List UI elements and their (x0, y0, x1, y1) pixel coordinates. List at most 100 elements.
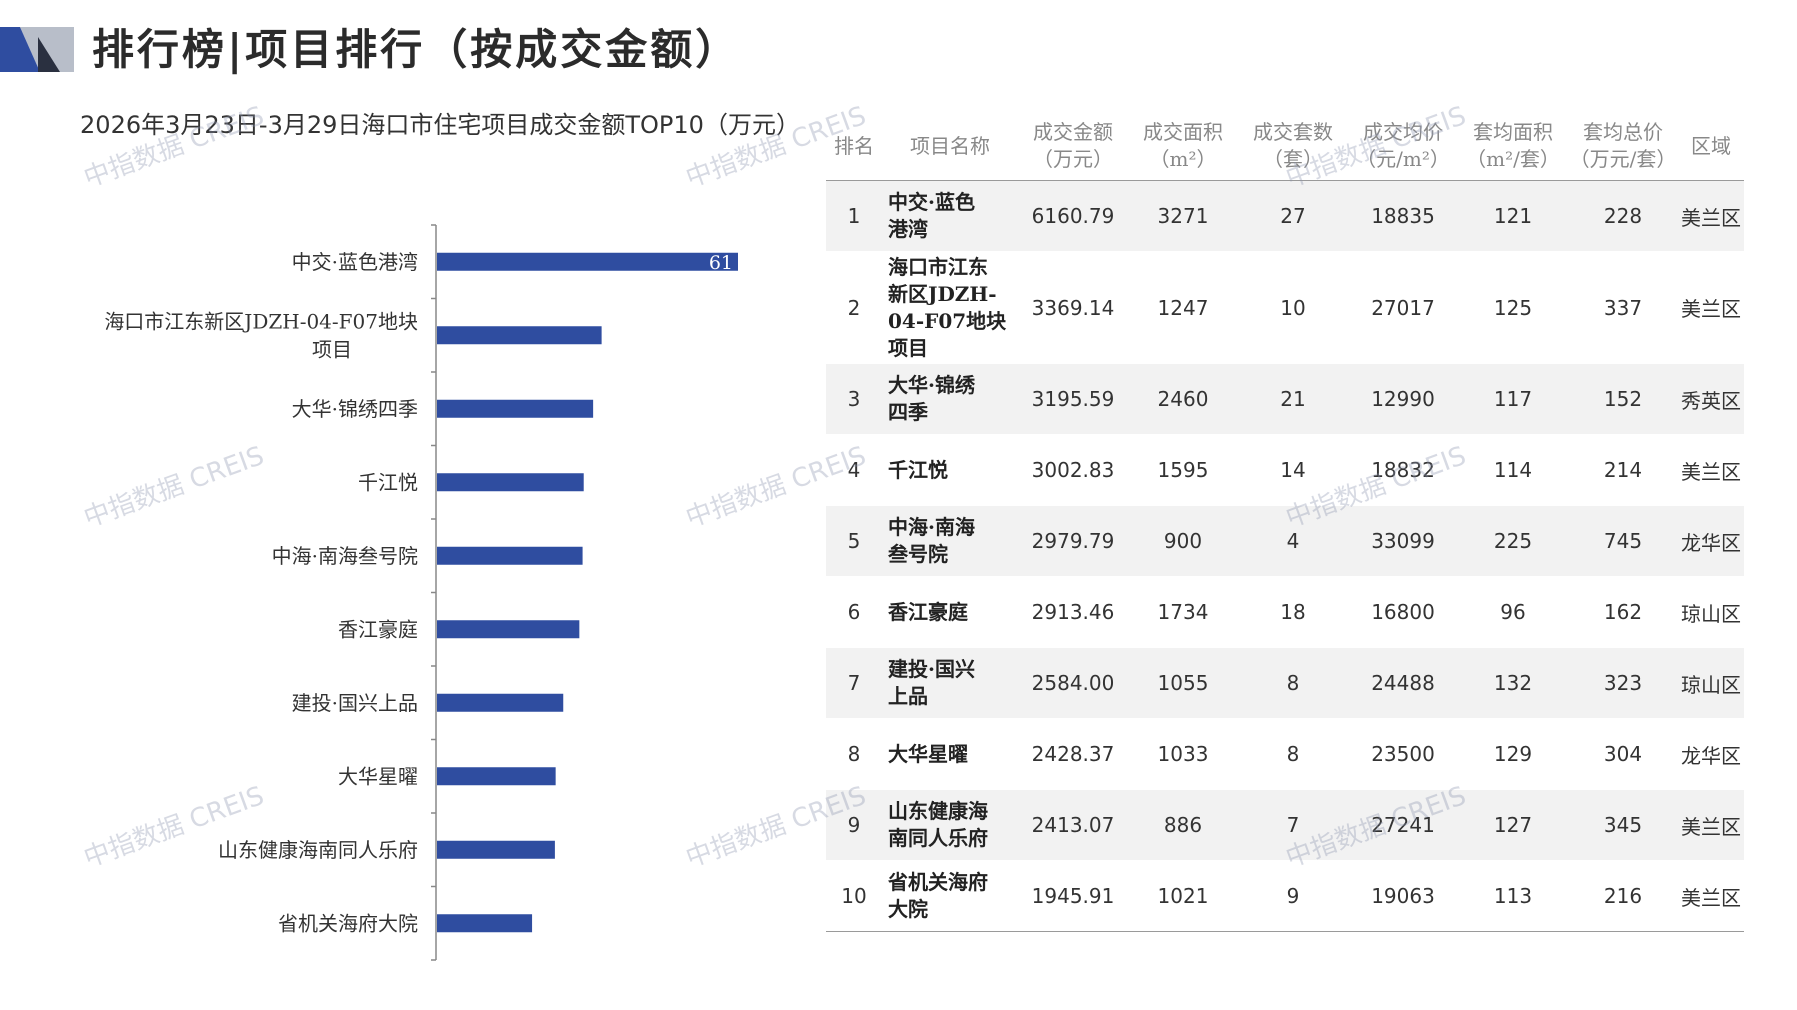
avg-price-cell: 18832 (1348, 434, 1458, 506)
area-cell: 1055 (1128, 647, 1238, 719)
data-label: 61 (709, 252, 733, 274)
rank-cell: 1 (826, 180, 882, 252)
district-cell: 秀英区 (1678, 363, 1744, 435)
area-cell: 1247 (1128, 251, 1238, 364)
area-cell: 3271 (1128, 180, 1238, 252)
rank-cell: 9 (826, 789, 882, 861)
district-cell: 美兰区 (1678, 251, 1744, 364)
column-header: 项目名称 (882, 112, 1018, 181)
avg-total-cell: 345 (1568, 789, 1678, 861)
table-row: 8 大华星曜 2428.37 1033 8 23500 129 304 龙华区 (826, 718, 1744, 790)
avg-total-cell: 323 (1568, 647, 1678, 719)
column-header: 区域 (1678, 112, 1744, 181)
area-cell: 1021 (1128, 860, 1238, 932)
table-row: 6 香江豪庭 2913.46 1734 18 16800 96 162 琼山区 (826, 576, 1744, 648)
amount-cell: 2584.00 (1018, 647, 1128, 719)
category-label: 中海·南海叁号院 (272, 544, 418, 568)
units-cell: 7 (1238, 789, 1348, 861)
logo-mid-shape (38, 37, 60, 72)
table-row: 2 海口市江东 新区JDZH- 04-F07地块 项目 3369.14 1247 10 2701… (826, 251, 1744, 364)
ranking-table: 排名 项目名称 成交金额 （万元） 成交面积 （m²） 成交套数 （套） 成交均价 （元/m²）套… (826, 112, 1744, 932)
project-name-cell: 大华·锦绣 四季 (882, 363, 1018, 435)
project-name-cell: 中海·南海 叁号院 (882, 505, 1018, 577)
column-header: 排名 (826, 112, 882, 181)
units-cell: 9 (1238, 860, 1348, 932)
avg-total-cell: 228 (1568, 180, 1678, 252)
category-label: 山东健康海南同人乐府 (218, 838, 418, 862)
amount-cell: 6160.79 (1018, 180, 1128, 252)
avg-area-cell: 117 (1458, 363, 1568, 435)
amount-cell: 3002.83 (1018, 434, 1128, 506)
area-cell: 1595 (1128, 434, 1238, 506)
amount-cell: 3195.59 (1018, 363, 1128, 435)
avg-price-cell: 27017 (1348, 251, 1458, 364)
avg-price-cell: 24488 (1348, 647, 1458, 719)
avg-price-cell: 18835 (1348, 180, 1458, 252)
avg-price-cell: 23500 (1348, 718, 1458, 790)
rank-cell: 7 (826, 647, 882, 719)
column-header: 套均总价 （万元/套） (1568, 112, 1678, 181)
project-name-cell: 建投·国兴 上品 (882, 647, 1018, 719)
category-label: 建投·国兴上品 (292, 691, 418, 715)
category-label: 大华·锦绣四季 (292, 397, 418, 421)
table-row: 7 建投·国兴 上品 2584.00 1055 8 24488 132 323 琼山区 (826, 647, 1744, 719)
table-row: 9 山东健康海 南同人乐府 2413.07 886 7 27241 127 345 美兰区 (826, 789, 1744, 861)
amount-cell: 2428.37 (1018, 718, 1128, 790)
avg-total-cell: 304 (1568, 718, 1678, 790)
rank-cell: 10 (826, 860, 882, 932)
units-cell: 14 (1238, 434, 1348, 506)
rank-cell: 6 (826, 576, 882, 648)
category-label: 中交·蓝色港湾 (292, 250, 418, 274)
column-header: 成交均价 （元/m²） (1348, 112, 1458, 181)
bar-4 (437, 473, 584, 492)
project-name-cell: 大华星曜 (882, 718, 1018, 790)
district-cell: 龙华区 (1678, 718, 1744, 790)
table-row: 3 大华·锦绣 四季 3195.59 2460 21 12990 117 152 秀英区 (826, 363, 1744, 435)
table-body: 1 中交·蓝色 港湾 6160.79 3271 27 18835 121 228 美兰区 2 海口市江… (826, 180, 1744, 932)
area-cell: 900 (1128, 505, 1238, 577)
avg-area-cell: 113 (1458, 860, 1568, 932)
project-name-cell: 海口市江东 新区JDZH- 04-F07地块 项目 (882, 251, 1018, 364)
avg-price-cell: 12990 (1348, 363, 1458, 435)
avg-price-cell: 27241 (1348, 789, 1458, 861)
district-cell: 美兰区 (1678, 434, 1744, 506)
avg-price-cell: 16800 (1348, 576, 1458, 648)
units-cell: 4 (1238, 505, 1348, 577)
rank-cell: 3 (826, 363, 882, 435)
category-label: 项目 (312, 337, 352, 361)
logo-light-shape (20, 27, 74, 72)
chart-title: 2026年3月23日-3月29日海口市住宅项目成交金额TOP10（万元） (80, 111, 800, 139)
avg-total-cell: 216 (1568, 860, 1678, 932)
bar-10 (437, 914, 533, 933)
brand-logo (0, 27, 74, 72)
avg-area-cell: 96 (1458, 576, 1568, 648)
project-name-cell: 千江悦 (882, 434, 1018, 506)
column-header: 成交套数 （套） (1238, 112, 1348, 181)
amount-cell: 2979.79 (1018, 505, 1128, 577)
logo-dark-shape (0, 27, 40, 72)
area-cell: 886 (1128, 789, 1238, 861)
column-header: 成交面积 （m²） (1128, 112, 1238, 181)
bar-chart: 中交·蓝色港湾 61 海口市江东新区JDZH-04-F07地块 项目 大华·锦绣四季 千江… (0, 205, 820, 989)
table-row: 1 中交·蓝色 港湾 6160.79 3271 27 18835 121 228 美兰区 (826, 180, 1744, 252)
avg-area-cell: 129 (1458, 718, 1568, 790)
avg-area-cell: 125 (1458, 251, 1568, 364)
units-cell: 10 (1238, 251, 1348, 364)
avg-area-cell: 225 (1458, 505, 1568, 577)
avg-price-cell: 33099 (1348, 505, 1458, 577)
table-row: 5 中海·南海 叁号院 2979.79 900 4 33099 225 745 龙华区 (826, 505, 1744, 577)
project-name-cell: 香江豪庭 (882, 576, 1018, 648)
project-name-cell: 山东健康海 南同人乐府 (882, 789, 1018, 861)
avg-area-cell: 132 (1458, 647, 1568, 719)
district-cell: 美兰区 (1678, 860, 1744, 932)
avg-area-cell: 121 (1458, 180, 1568, 252)
area-cell: 2460 (1128, 363, 1238, 435)
rank-cell: 2 (826, 251, 882, 364)
bar-8 (437, 767, 556, 786)
page-title: 排行榜|项目排行（按成交金额） (92, 25, 741, 74)
avg-area-cell: 127 (1458, 789, 1568, 861)
district-cell: 琼山区 (1678, 576, 1744, 648)
table-row: 10 省机关海府 大院 1945.91 1021 9 19063 113 216 美兰区 (826, 860, 1744, 932)
category-label: 海口市江东新区JDZH-04-F07地块 (104, 309, 418, 333)
area-cell: 1734 (1128, 576, 1238, 648)
